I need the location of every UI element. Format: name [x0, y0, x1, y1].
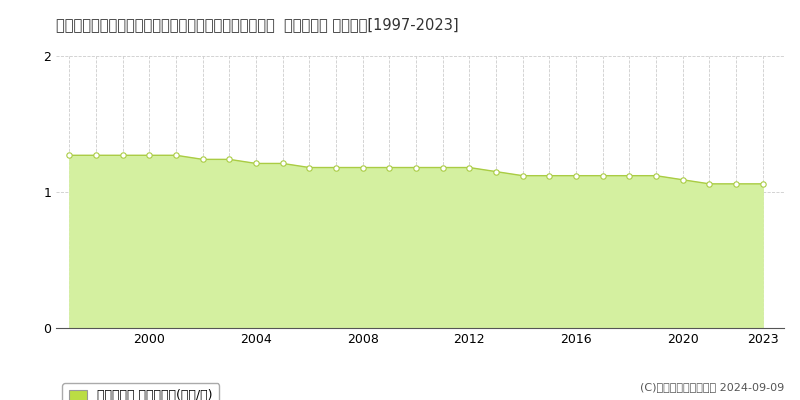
Point	[490, 168, 502, 175]
Point	[650, 172, 662, 179]
Point	[436, 164, 449, 171]
Point	[570, 172, 582, 179]
Point	[116, 152, 129, 158]
Point	[383, 164, 396, 171]
Point	[596, 172, 609, 179]
Point	[756, 181, 769, 187]
Point	[730, 181, 742, 187]
Point	[543, 172, 556, 179]
Point	[303, 164, 316, 171]
Point	[410, 164, 422, 171]
Point	[516, 172, 529, 179]
Point	[276, 160, 289, 167]
Legend: 基準地価格 平均坪単価(万円/坪): 基準地価格 平均坪単価(万円/坪)	[62, 383, 219, 400]
Point	[170, 152, 182, 158]
Point	[623, 172, 636, 179]
Point	[223, 156, 236, 162]
Point	[63, 152, 76, 158]
Point	[356, 164, 369, 171]
Text: (C)土地価格ドットコム 2024-09-09: (C)土地価格ドットコム 2024-09-09	[640, 382, 784, 392]
Point	[703, 181, 716, 187]
Text: 宮崎県西臼杵郡五ケ瀬町大字鞍岡字道ノ上７０１５番１  基準地価格 地価推移[1997-2023]: 宮崎県西臼杵郡五ケ瀬町大字鞍岡字道ノ上７０１５番１ 基準地価格 地価推移[199…	[56, 17, 458, 32]
Point	[676, 176, 689, 183]
Point	[463, 164, 476, 171]
Point	[196, 156, 209, 162]
Point	[250, 160, 262, 167]
Point	[143, 152, 156, 158]
Point	[90, 152, 102, 158]
Point	[330, 164, 342, 171]
